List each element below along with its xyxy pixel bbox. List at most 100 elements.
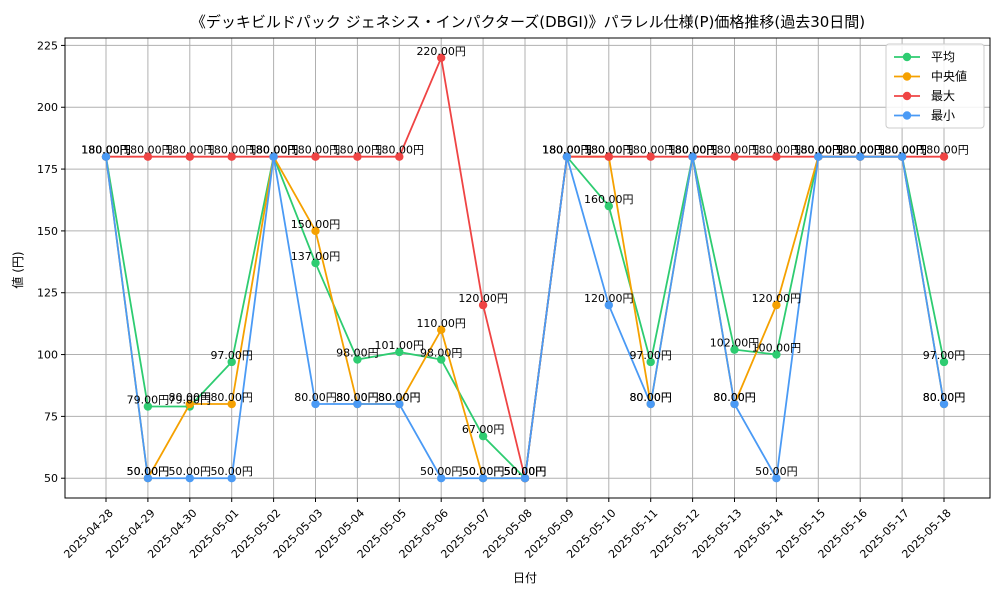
data-point (101, 152, 111, 161)
data-label: 180.00円 (81, 144, 131, 157)
legend-swatch-marker (902, 72, 912, 81)
axes: 2025-04-282025-04-292025-04-302025-05-01… (37, 37, 991, 561)
data-label: 180.00円 (835, 144, 885, 157)
x-axis-label: 日付 (513, 571, 537, 585)
data-label: 180.00円 (123, 144, 173, 157)
data-label: 180.00円 (835, 144, 885, 157)
data-point (185, 474, 194, 483)
data-point (688, 152, 697, 161)
data-label: 180.00円 (794, 144, 844, 157)
data-label: 67.00円 (462, 423, 505, 436)
data-label: 150.00円 (291, 218, 341, 231)
data-label: 180.00円 (207, 144, 257, 157)
data-point (185, 399, 194, 409)
data-point (478, 300, 488, 310)
legend-entry: 平均 (931, 50, 955, 64)
data-point (772, 350, 781, 359)
data-label: 80.00円 (378, 391, 421, 404)
data-label: 180.00円 (877, 144, 927, 157)
data-point (437, 355, 446, 364)
data-label: 80.00円 (294, 391, 337, 404)
data-label: 102.00円 (710, 337, 760, 350)
data-label: 180.00円 (668, 144, 718, 157)
data-label: 180.00円 (584, 144, 634, 157)
data-point (772, 474, 781, 483)
data-label: 180.00円 (877, 144, 927, 157)
data-label: 50.00円 (127, 465, 170, 478)
data-point (814, 152, 823, 161)
data-point (353, 355, 362, 364)
data-point (395, 347, 404, 357)
data-label: 220.00円 (416, 45, 466, 58)
data-point (646, 357, 655, 367)
data-point (227, 399, 236, 409)
data-point (185, 152, 194, 161)
data-label: 137.00円 (291, 250, 341, 263)
data-label: 180.00円 (794, 144, 844, 157)
data-label: 80.00円 (210, 391, 253, 404)
data-label: 180.00円 (877, 144, 927, 157)
data-label: 180.00円 (375, 144, 425, 157)
data-point (311, 399, 320, 409)
y-tick-label: 50 (44, 472, 58, 485)
data-label: 180.00円 (249, 144, 299, 157)
data-label: 50.00円 (504, 465, 547, 478)
data-label: 180.00円 (542, 144, 592, 157)
series-layer (101, 53, 949, 483)
data-point (353, 152, 362, 161)
plot-frame (64, 37, 991, 499)
data-label: 50.00円 (504, 465, 547, 478)
legend-swatch-marker (902, 111, 912, 120)
legend-box (885, 43, 985, 129)
data-point (143, 474, 153, 483)
data-point (269, 152, 278, 161)
data-label: 50.00円 (504, 465, 547, 478)
data-label: 80.00円 (169, 391, 212, 404)
data-label: 50.00円 (420, 465, 463, 478)
data-point (143, 152, 153, 161)
data-label: 160.00円 (584, 193, 634, 206)
data-point (437, 53, 446, 62)
data-label: 180.00円 (542, 144, 592, 157)
data-point (646, 399, 655, 409)
data-label: 180.00円 (584, 144, 634, 157)
data-point (604, 152, 613, 161)
data-label: 50.00円 (210, 465, 253, 478)
data-label: 120.00円 (584, 292, 634, 305)
data-label: 50.00円 (169, 465, 212, 478)
data-label: 80.00円 (378, 391, 421, 404)
data-label: 180.00円 (794, 144, 844, 157)
data-label: 80.00円 (336, 391, 379, 404)
data-label: 180.00円 (668, 144, 718, 157)
data-label: 120.00円 (458, 292, 508, 305)
data-point (437, 474, 446, 483)
data-label: 180.00円 (710, 144, 760, 157)
y-tick-label: 75 (44, 410, 58, 423)
y-tick-label: 175 (37, 163, 58, 176)
data-label: 180.00円 (249, 144, 299, 157)
data-label: 180.00円 (249, 144, 299, 157)
data-label: 79.00円 (127, 393, 170, 406)
data-label: 80.00円 (629, 391, 672, 404)
legend-entry: 最小 (931, 109, 955, 123)
data-point (604, 300, 613, 310)
data-point (520, 474, 530, 483)
data-label: 79.00円 (169, 393, 212, 406)
data-point (772, 300, 781, 310)
data-label: 80.00円 (629, 391, 672, 404)
data-label: 180.00円 (794, 144, 844, 157)
data-point (143, 402, 153, 411)
data-point (311, 258, 320, 268)
data-point (856, 152, 865, 161)
data-label: 180.00円 (752, 144, 802, 157)
data-label: 50.00円 (127, 465, 170, 478)
data-point (353, 399, 362, 409)
y-tick-label: 125 (37, 287, 58, 300)
data-point (939, 152, 949, 161)
data-label: 180.00円 (81, 144, 131, 157)
data-label: 180.00円 (668, 144, 718, 157)
data-label: 100.00円 (752, 342, 802, 355)
y-tick-label: 200 (37, 101, 58, 114)
data-label: 180.00円 (919, 144, 969, 157)
data-label: 180.00円 (542, 144, 592, 157)
